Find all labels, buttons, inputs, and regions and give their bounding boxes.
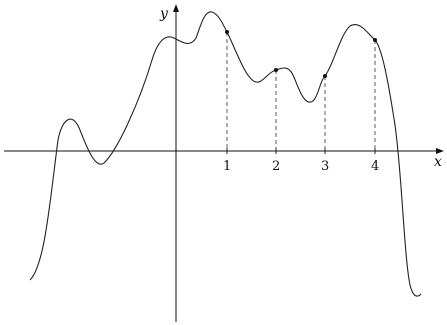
curve-point-1	[225, 30, 229, 34]
curve-point-3	[323, 74, 327, 78]
y-axis-arrowhead	[173, 4, 179, 12]
curve-point-2	[274, 68, 278, 72]
y-axis-label: y	[159, 6, 169, 22]
x-tick-label-4: 4	[371, 159, 379, 174]
x-tick-label-3: 3	[321, 159, 329, 174]
x-axis-label: x	[434, 154, 442, 170]
function-curve	[29, 11, 422, 297]
x-axis-arrowhead	[436, 148, 444, 154]
x-tick-label-2: 2	[272, 159, 280, 174]
x-tick-label-1: 1	[223, 159, 231, 174]
curve-point-4	[373, 38, 377, 42]
